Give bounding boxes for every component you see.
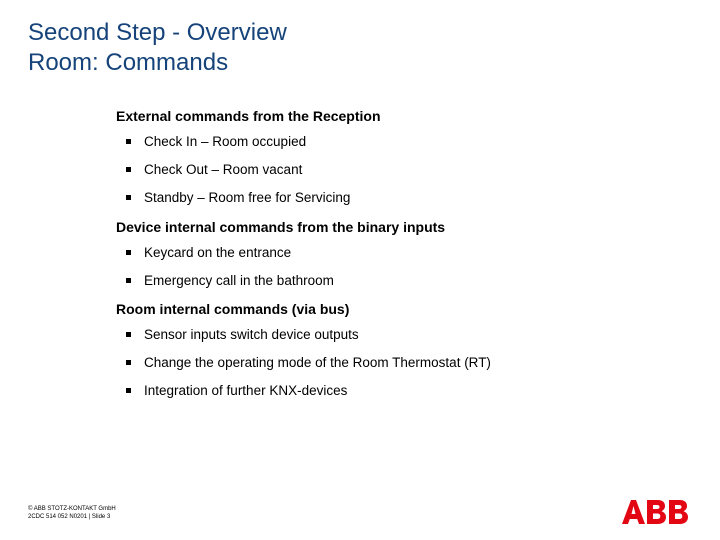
- slide-title-line1: Second Step - Overview: [28, 18, 692, 48]
- bullet-list: Sensor inputs switch device outputs Chan…: [126, 327, 672, 400]
- abb-logo-icon: [622, 498, 692, 526]
- list-item: Integration of further KNX-devices: [126, 383, 672, 399]
- footer-copyright: © ABB STOTZ-KONTAKT GmbH 2CDC 514 052 N0…: [28, 506, 116, 522]
- list-item: Emergency call in the bathroom: [126, 273, 672, 289]
- section-heading: External commands from the Reception: [116, 108, 672, 124]
- slide-title-block: Second Step - Overview Room: Commands: [28, 18, 692, 78]
- footer-line1: © ABB STOTZ-KONTAKT GmbH: [28, 506, 116, 514]
- abb-logo: [622, 498, 692, 526]
- list-item: Keycard on the entrance: [126, 245, 672, 261]
- section-heading: Device internal commands from the binary…: [116, 219, 672, 235]
- section-heading: Room internal commands (via bus): [116, 301, 672, 317]
- footer-line2: 2CDC 514 052 N0201 | Slide 3: [28, 514, 116, 522]
- bullet-list: Check In – Room occupied Check Out – Roo…: [126, 134, 672, 207]
- list-item: Check In – Room occupied: [126, 134, 672, 150]
- slide: Second Step - Overview Room: Commands Ex…: [0, 0, 720, 540]
- list-item: Change the operating mode of the Room Th…: [126, 355, 672, 371]
- list-item: Standby – Room free for Servicing: [126, 190, 672, 206]
- bullet-list: Keycard on the entrance Emergency call i…: [126, 245, 672, 289]
- list-item: Check Out – Room vacant: [126, 162, 672, 178]
- list-item: Sensor inputs switch device outputs: [126, 327, 672, 343]
- slide-title-line2: Room: Commands: [28, 48, 692, 78]
- slide-content: External commands from the Reception Che…: [116, 108, 672, 400]
